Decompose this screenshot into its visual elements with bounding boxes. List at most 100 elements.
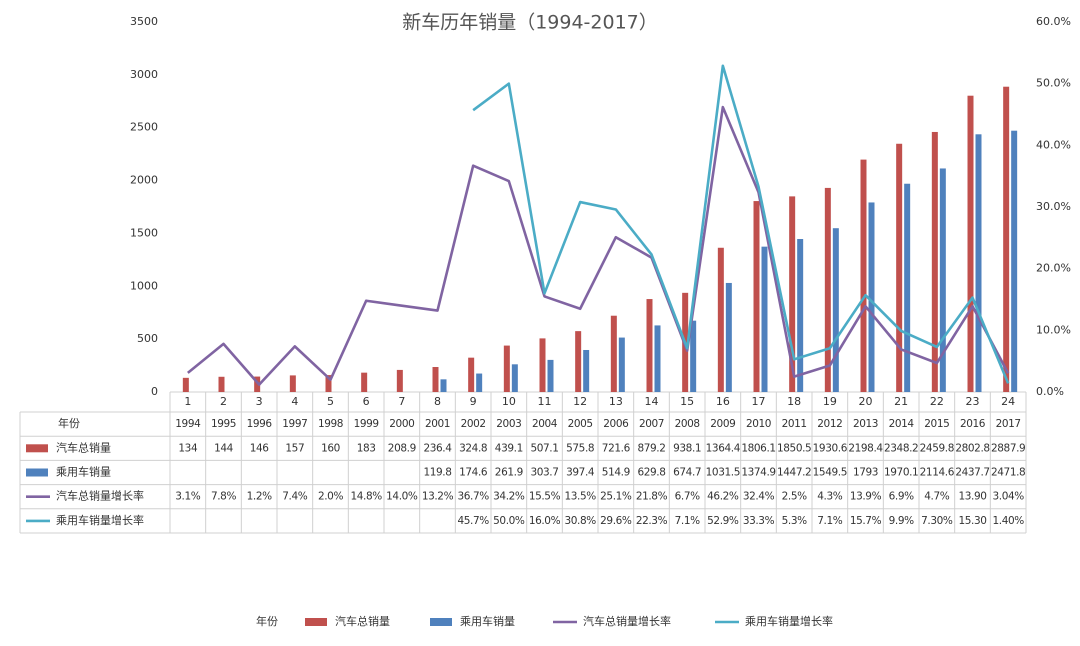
table-row-label: 汽车总销量 <box>56 440 111 454</box>
table-cell: 2.0% <box>318 491 343 503</box>
table-cell: 507.1 <box>530 442 558 454</box>
bar <box>967 95 974 392</box>
table-cell: 1793 <box>853 467 878 479</box>
table-cell: 938.1 <box>673 442 701 454</box>
table-cell: 2471.8 <box>991 467 1025 479</box>
table-cell: 6.7% <box>675 491 700 503</box>
x-tick-label: 12 <box>573 395 587 408</box>
x-tick-label: 15 <box>680 395 694 408</box>
bar <box>618 337 625 392</box>
table-cell: 6.9% <box>889 491 914 503</box>
y2-tick-label: 60.0% <box>1036 15 1071 28</box>
legend-key <box>305 618 327 626</box>
table-cell: 439.1 <box>495 442 523 454</box>
x-tick-label: 6 <box>363 395 370 408</box>
y-tick-label: 0 <box>151 385 158 398</box>
bar <box>896 143 903 392</box>
line <box>472 64 1010 384</box>
table-cell: 2012 <box>817 418 842 430</box>
table-cell: 34.2% <box>493 491 525 503</box>
table-cell: 261.9 <box>495 467 523 479</box>
table-cell: 1364.4 <box>706 442 741 454</box>
x-tick-label: 8 <box>434 395 441 408</box>
table-row-label: 乘用车销量 <box>56 465 111 479</box>
x-tick-label: 2 <box>220 395 227 408</box>
table-cell: 1850.5 <box>777 442 811 454</box>
table-cell: 1930.6 <box>813 442 848 454</box>
table-cell: 2011 <box>782 418 807 430</box>
table-cell: 119.8 <box>423 467 451 479</box>
table-cell: 2000 <box>389 418 414 430</box>
table-cell: 52.9% <box>707 515 739 527</box>
table-cell: 30.8% <box>564 515 596 527</box>
table-cell: 16.0% <box>529 515 561 527</box>
table-cell: 2004 <box>532 418 558 430</box>
bar <box>797 239 804 392</box>
bar <box>547 359 554 392</box>
y2-tick-label: 10.0% <box>1036 323 1071 336</box>
table-cell: 1447.2 <box>777 467 811 479</box>
table-cell: 1994 <box>175 418 201 430</box>
x-tick-label: 5 <box>327 395 334 408</box>
table-cell: 2459.8 <box>920 442 954 454</box>
x-tick-label: 13 <box>609 395 623 408</box>
bar <box>717 247 724 392</box>
table-cell: 1970.1 <box>884 467 918 479</box>
bar <box>325 375 332 392</box>
y2-tick-label: 0.0% <box>1036 385 1064 398</box>
bar <box>931 131 938 393</box>
x-tick-label: 20 <box>859 395 873 408</box>
table-cell: 14.8% <box>350 491 382 503</box>
table-cell: 45.7% <box>457 515 489 527</box>
table-cell: 29.6% <box>600 515 632 527</box>
y2-tick-label: 40.0% <box>1036 138 1071 151</box>
legend-label: 乘用车销量 <box>460 614 515 628</box>
table-cell: 303.7 <box>530 467 558 479</box>
table-cell: 160 <box>321 442 340 454</box>
table-cell: 144 <box>214 442 234 454</box>
table-cell: 13.5% <box>564 491 596 503</box>
bar <box>753 201 760 392</box>
y-tick-label: 1000 <box>130 279 158 292</box>
table-cell: 1995 <box>211 418 236 430</box>
table-cell: 7.1% <box>675 515 700 527</box>
bar <box>440 379 447 392</box>
table-cell: 1999 <box>354 418 379 430</box>
table-cell: 879.2 <box>637 442 665 454</box>
bar <box>610 315 617 392</box>
table-cell: 2437.7 <box>955 467 989 479</box>
table-cell: 4.3% <box>817 491 842 503</box>
table-row-label: 汽车总销量增长率 <box>56 489 144 503</box>
table-cell: 2007 <box>639 418 664 430</box>
table-cell: 134 <box>178 442 198 454</box>
table-cell: 1549.5 <box>813 467 847 479</box>
x-tick-label: 4 <box>291 395 298 408</box>
bar <box>646 299 653 392</box>
bar <box>939 168 946 392</box>
table-cell: 2014 <box>889 418 915 430</box>
x-tick-label: 7 <box>398 395 405 408</box>
legend-label: 乘用车销量增长率 <box>745 614 833 628</box>
table-cell: 3.1% <box>175 491 200 503</box>
table-cell: 2009 <box>710 418 735 430</box>
table-cell: 15.5% <box>529 491 561 503</box>
table-cell: 3.04% <box>992 491 1024 503</box>
table-cell: 629.8 <box>637 467 665 479</box>
table-cell: 2198.4 <box>848 442 883 454</box>
table-cell: 2008 <box>675 418 700 430</box>
x-tick-label: 1 <box>184 395 191 408</box>
x-tick-label: 23 <box>966 395 980 408</box>
table-cell: 2002 <box>461 418 486 430</box>
x-tick-label: 22 <box>930 395 944 408</box>
bar <box>583 349 590 392</box>
x-tick-label: 19 <box>823 395 837 408</box>
bar <box>824 187 831 392</box>
bar <box>503 345 510 392</box>
table-cell: 2016 <box>960 418 986 430</box>
x-tick-label: 14 <box>645 395 659 408</box>
table-cell: 13.90 <box>958 491 986 503</box>
x-tick-label: 3 <box>256 395 263 408</box>
table-row-label: 年份 <box>58 416 80 430</box>
chart-title: 新车历年销量（1994-2017） <box>402 12 658 34</box>
legend-label: 汽车总销量 <box>335 614 390 628</box>
